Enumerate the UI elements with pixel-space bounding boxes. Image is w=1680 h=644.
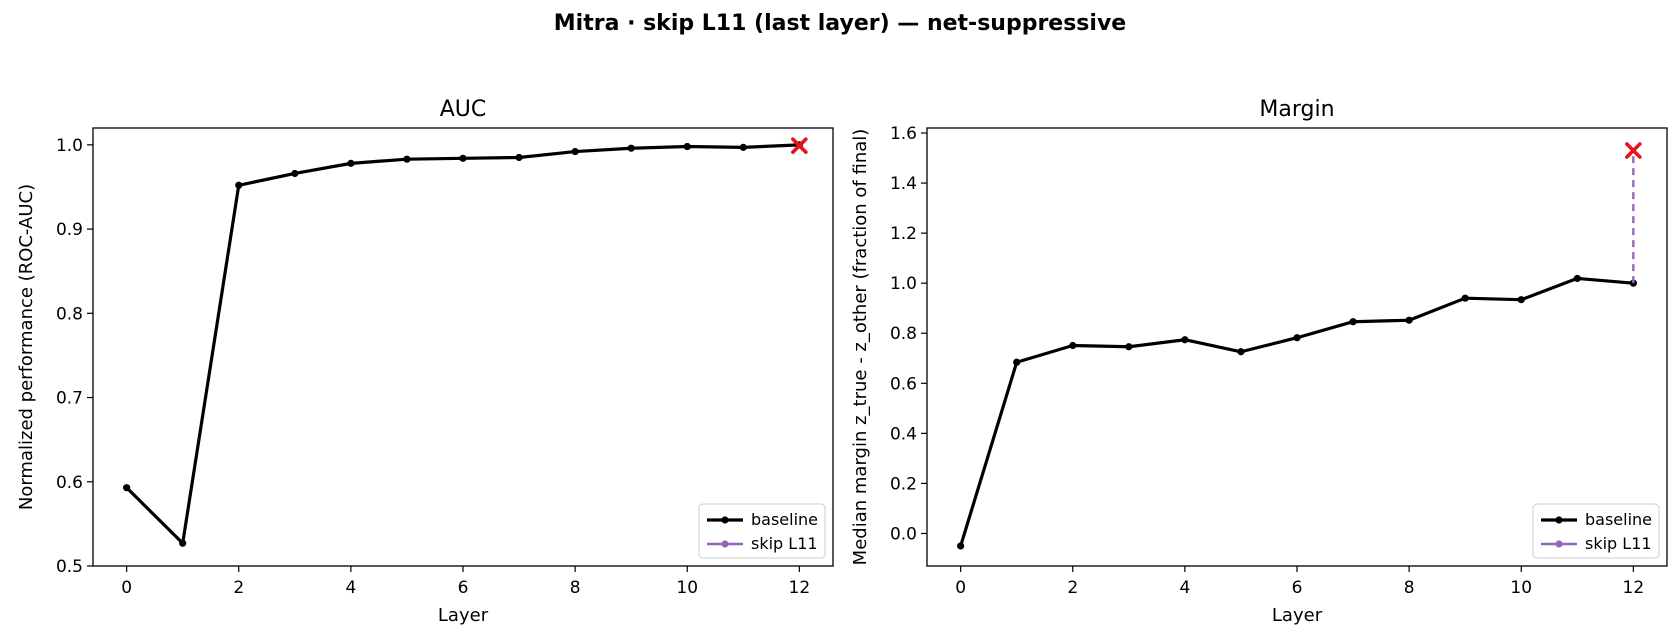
chart-panel-1: Margin 0 2 4 6 8 10 12 0.0 0.2 0.4 0.6 0.8 1.0 1.2 1.4 1… xyxy=(850,97,1668,626)
x-tick-label: 0 xyxy=(955,578,966,598)
legend-label: skip L11 xyxy=(751,534,818,553)
y-tick-label: 1.2 xyxy=(890,224,917,244)
x-tick-label: 8 xyxy=(1404,578,1415,598)
x-tick-label: 8 xyxy=(570,578,581,598)
baseline-point xyxy=(1349,318,1357,326)
panel-title: Margin xyxy=(1259,97,1334,122)
x-tick-label: 6 xyxy=(1292,578,1303,598)
baseline-point xyxy=(1405,316,1413,324)
x-axis-label: Layer xyxy=(438,605,489,626)
x-tick-label: 2 xyxy=(233,578,244,598)
baseline-point xyxy=(123,484,131,492)
baseline-point xyxy=(1069,341,1077,350)
baseline-point xyxy=(459,154,467,162)
x-tick-label: 0 xyxy=(121,578,132,598)
baseline-series-line xyxy=(959,276,1634,547)
legend-label: skip L11 xyxy=(1585,534,1652,553)
x-tick-label: 12 xyxy=(1623,578,1645,598)
baseline-point xyxy=(1573,274,1581,283)
y-tick-label: 0.6 xyxy=(890,374,917,394)
y-tick-label: 0.5 xyxy=(56,557,83,577)
y-tick-label: 0.7 xyxy=(56,389,83,409)
baseline-series-line xyxy=(125,143,800,545)
legend-label: baseline xyxy=(1585,510,1652,529)
y-tick-label: 0.8 xyxy=(890,324,917,344)
y-tick-label: 1.6 xyxy=(890,124,917,144)
baseline-point xyxy=(571,147,579,156)
legend: baseline skip L11 xyxy=(1532,503,1660,559)
legend-swatch-marker xyxy=(721,540,729,548)
baseline-point xyxy=(1517,296,1525,304)
baseline-point xyxy=(291,169,299,178)
x-tick-label: 6 xyxy=(458,578,469,598)
y-tick-label: 0.2 xyxy=(890,474,917,494)
legend: baseline skip L11 xyxy=(698,503,826,559)
x-tick-label: 12 xyxy=(789,578,811,598)
figure-title: Mitra · skip L11 (last layer) — net-supp… xyxy=(554,11,1126,36)
legend-label: baseline xyxy=(751,510,818,529)
plot-frame xyxy=(92,127,834,567)
baseline-point xyxy=(739,143,747,151)
x-tick-label: 4 xyxy=(1179,578,1190,598)
skip-point-marker xyxy=(1625,142,1642,159)
y-axis-label: Normalized performance (ROC-AUC) xyxy=(16,184,37,510)
skip-marker-stroke xyxy=(791,137,808,154)
x-axis-label: Layer xyxy=(1272,605,1323,626)
baseline-point xyxy=(403,155,411,163)
x-tick-label: 10 xyxy=(676,578,698,598)
baseline-point xyxy=(1181,336,1189,344)
panel-title: AUC xyxy=(440,97,487,122)
baseline-point xyxy=(235,181,243,189)
legend-swatch-marker xyxy=(1555,516,1563,524)
y-axis-label: Median margin z_true - z_other (fraction… xyxy=(850,129,871,566)
skip-marker-stroke xyxy=(1625,142,1642,159)
legend-swatch-marker xyxy=(1555,540,1563,548)
y-tick-label: 0.4 xyxy=(890,424,917,444)
baseline-point xyxy=(683,142,691,151)
baseline-point xyxy=(179,539,187,547)
y-tick-label: 0.8 xyxy=(56,304,83,324)
y-tick-label: 1.0 xyxy=(56,136,83,156)
plot-frame xyxy=(926,127,1668,567)
baseline-point xyxy=(1293,334,1301,342)
baseline-point xyxy=(1013,358,1021,366)
legend-swatch-marker xyxy=(721,516,729,524)
y-tick-label: 0.0 xyxy=(890,524,917,544)
chart-panel-0: AUC 0 2 4 6 8 10 12 0.5 0.6 0.7 0.8 0.9 1.0 Layer Norma… xyxy=(16,97,834,626)
x-tick-label: 4 xyxy=(345,578,356,598)
baseline-point xyxy=(1237,348,1245,356)
y-tick-label: 0.6 xyxy=(56,473,83,493)
y-tick-label: 0.9 xyxy=(56,220,83,240)
y-tick-label: 1.4 xyxy=(890,174,917,194)
y-tick-label: 1.0 xyxy=(890,274,917,294)
skip-point-marker xyxy=(791,137,808,154)
baseline-point xyxy=(957,542,965,550)
baseline-point xyxy=(347,159,355,167)
baseline-point xyxy=(627,144,635,152)
x-tick-label: 10 xyxy=(1510,578,1532,598)
baseline-point xyxy=(515,153,523,162)
baseline-point xyxy=(1125,343,1133,351)
x-tick-label: 2 xyxy=(1067,578,1078,598)
baseline-point xyxy=(1461,294,1469,302)
